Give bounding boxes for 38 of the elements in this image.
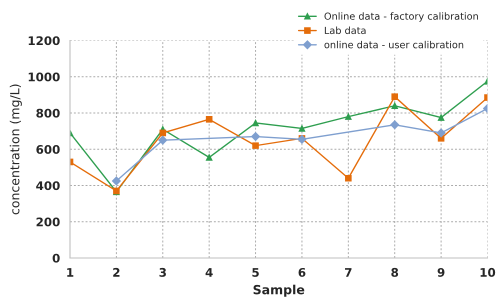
point <box>251 132 260 142</box>
y-tick-label: 800 <box>36 108 60 118</box>
x-axis-title: Sample <box>254 284 304 297</box>
x-tick-label: 4 <box>206 268 213 277</box>
x-tick-label: 2 <box>113 268 120 277</box>
point <box>436 128 446 138</box>
x-tick-label: 8 <box>391 268 398 277</box>
point <box>206 116 212 123</box>
point <box>112 176 121 186</box>
point <box>159 130 166 136</box>
x-tick-label: 7 <box>345 268 352 277</box>
point <box>390 120 400 130</box>
point <box>206 154 212 161</box>
point <box>252 142 259 149</box>
x-tick-label: 3 <box>159 268 166 277</box>
legend-label: Lab data <box>324 26 366 34</box>
y-tick-label: 200 <box>36 217 60 226</box>
x-tick-label: 1 <box>67 268 74 277</box>
x-tick-label: 10 <box>480 268 496 277</box>
point <box>345 174 352 182</box>
y-tick-label: 0 <box>52 254 60 263</box>
x-tick-label: 5 <box>252 268 259 277</box>
point <box>391 102 398 110</box>
y-tick-label: 1200 <box>28 36 60 46</box>
point <box>252 120 259 126</box>
legend-label: online data - user calibration <box>324 40 464 48</box>
y-axis-title: concentration (mg/L) <box>10 84 22 214</box>
point <box>345 113 352 120</box>
point <box>391 93 398 100</box>
y-tick-label: 600 <box>36 144 60 154</box>
x-tick-label: 6 <box>298 268 306 277</box>
point <box>158 136 168 145</box>
point <box>298 125 306 132</box>
y-tick-label: 1000 <box>28 72 60 82</box>
legend-label: Online data - factory calibration <box>324 12 478 22</box>
y-tick-label: 400 <box>36 181 60 190</box>
point <box>438 114 444 121</box>
x-tick-label: 9 <box>438 268 444 277</box>
